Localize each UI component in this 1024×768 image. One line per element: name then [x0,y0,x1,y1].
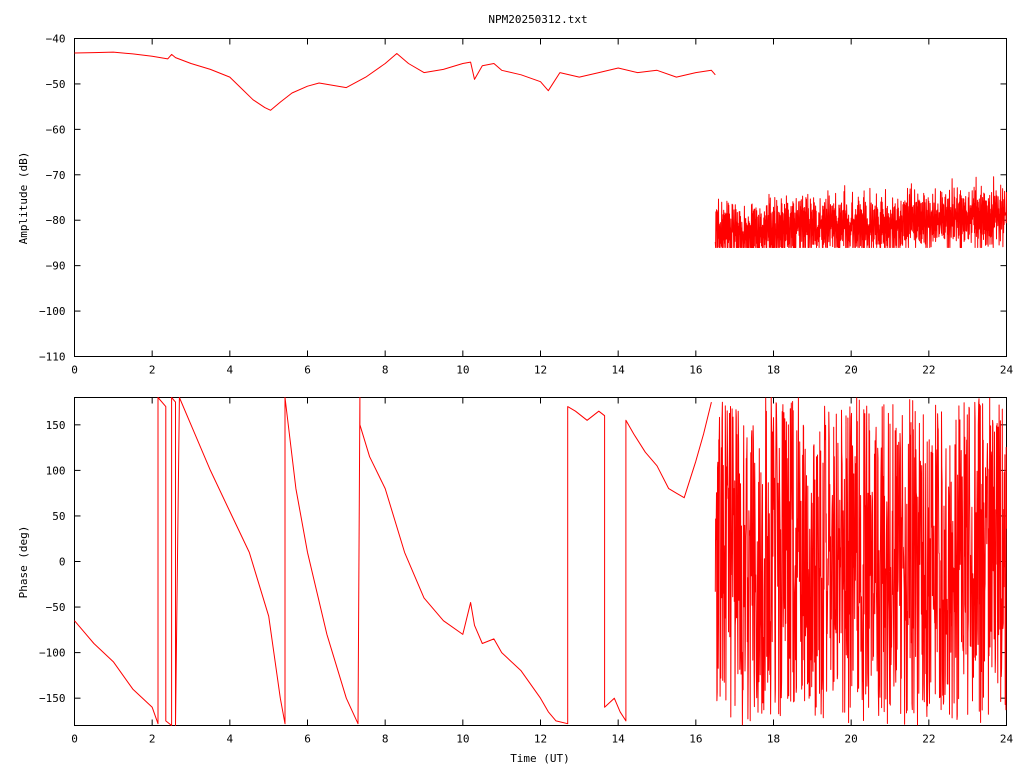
amplitude-x-tick-label: 20 [845,364,858,377]
amplitude-x-tick-label: 6 [304,364,311,377]
amplitude-axes: 0 2 4 6 8 10 12 14 16 18 20 22 24−40−50−60−70−80−90−… [39,33,1013,377]
amplitude-panel: 0 2 4 6 8 10 12 14 16 18 20 22 24−40−50−60−70−80−90−… [17,33,1013,377]
phase-x-tick-label: 22 [922,733,935,746]
phase-y-axis-label: Phase (deg) [17,526,30,599]
phase-y-tick-label: 0 [59,556,66,569]
chart-title: NPM20250312.txt [488,13,587,26]
phase-x-tick-label: 2 [149,733,156,746]
amplitude-x-tick-label: 18 [767,364,780,377]
amplitude-x-tick-label: 16 [689,364,702,377]
phase-y-tick-label: −150 [39,692,66,705]
phase-x-tick-label: 0 [71,733,78,746]
phase-y-tick-label: −100 [39,647,66,660]
amplitude-noise-band [714,176,1007,248]
amplitude-y-tick-label: −40 [46,33,66,46]
phase-x-tick-label: 20 [845,733,858,746]
phase-x-tick-label: 8 [382,733,389,746]
amplitude-y-tick-label: −110 [39,351,66,364]
phase-y-tick-label: −50 [46,601,66,614]
phase-x-tick-label: 6 [304,733,311,746]
phase-panel: 0 2 4 6 8 10 12 14 16 18 20 22 24150100500−50−100−15… [17,397,1014,765]
phase-x-tick-label: 4 [227,733,234,746]
amplitude-x-tick-label: 12 [534,364,547,377]
phase-x-tick-label: 24 [1000,733,1014,746]
amplitude-y-tick-label: −50 [46,78,66,91]
amplitude-x-tick-label: 8 [382,364,389,377]
phase-y-tick-label: 100 [46,464,66,477]
amplitude-x-tick-label: 22 [922,364,935,377]
phase-axes: 0 2 4 6 8 10 12 14 16 18 20 22 24150100500−50−100−15… [39,397,1014,746]
phase-y-tick-label: 50 [52,510,65,523]
amplitude-y-tick-label: −80 [46,214,66,227]
amplitude-y-tick-label: −60 [46,123,66,136]
phase-x-tick-label: 16 [689,733,702,746]
amplitude-series-line [74,51,716,111]
amplitude-y-tick-label: −70 [46,169,66,182]
phase-x-tick-label: 18 [767,733,780,746]
phase-y-tick-label: 150 [46,419,66,432]
amplitude-x-tick-label: 10 [456,364,469,377]
phase-x-tick-label: 12 [534,733,547,746]
phase-x-axis-label: Time (UT) [510,752,570,765]
phase-series-line [74,397,712,726]
amplitude-x-tick-label: 4 [227,364,234,377]
amplitude-plot-frame [74,38,1007,357]
phase-x-tick-label: 14 [612,733,626,746]
amplitude-y-tick-label: −100 [39,305,66,318]
phase-x-tick-label: 10 [456,733,469,746]
amplitude-x-tick-label: 2 [149,364,156,377]
phase-noise-band [714,397,1007,726]
amplitude-y-axis-label: Amplitude (dB) [17,152,30,245]
amplitude-x-tick-label: 0 [71,364,78,377]
amplitude-x-tick-label: 14 [612,364,626,377]
amplitude-x-tick-label: 24 [1000,364,1014,377]
amplitude-y-tick-label: −90 [46,260,66,273]
